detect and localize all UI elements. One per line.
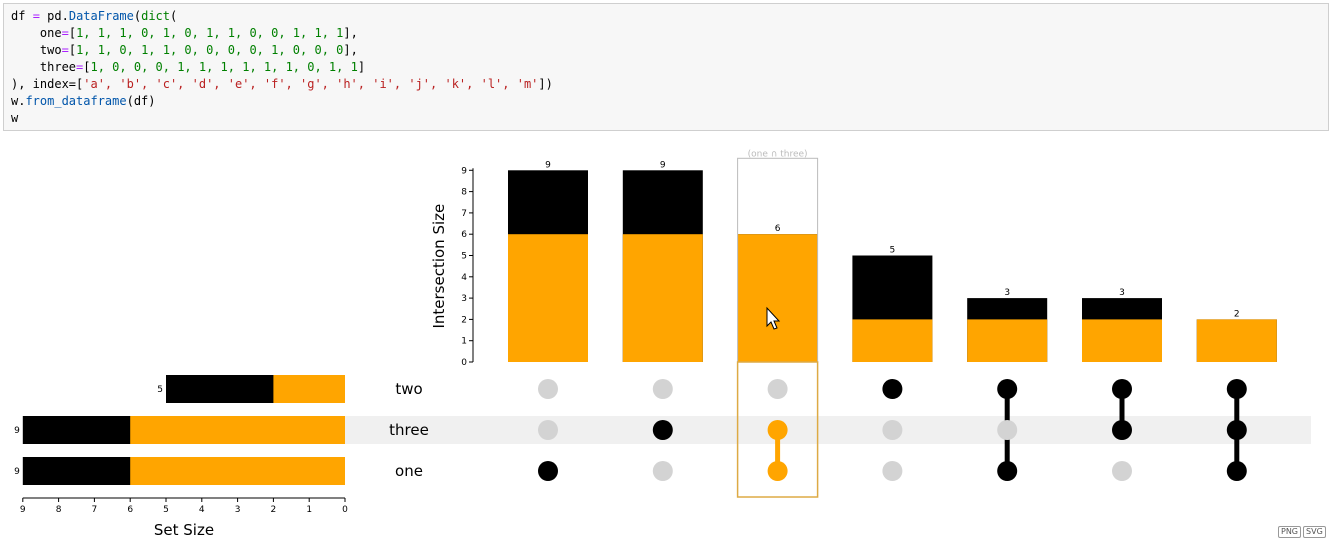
x-tick-label: 1 (306, 505, 312, 515)
code-token: (df) (126, 94, 156, 108)
png-export-button[interactable]: PNG (1278, 526, 1302, 538)
matrix-dot-active[interactable] (538, 461, 558, 481)
intersection-bar-label: 6 (775, 224, 781, 234)
code-token: 1, 1, 0, 1, 1, 0, 0, 0, 0, 1, 0, 0, 0 (76, 43, 344, 57)
intersection-bar-highlight[interactable] (737, 234, 818, 362)
y-tick-label: 9 (461, 166, 467, 176)
code-token: ]) (538, 77, 553, 91)
matrix-dot-inactive[interactable] (652, 461, 673, 481)
set-row-background (345, 416, 1311, 444)
code-token: DataFrame (68, 9, 134, 23)
code-token: dict (141, 9, 171, 23)
code-token: df (11, 9, 26, 23)
set-size-bar-highlight[interactable] (130, 416, 345, 444)
intersection-bar-highlight[interactable] (967, 319, 1048, 362)
intersection-bar-highlight[interactable] (508, 234, 588, 362)
code-token: w. (11, 94, 26, 108)
matrix-dot-inactive[interactable] (538, 379, 558, 399)
y-tick-label: 6 (461, 230, 467, 240)
intersection-bar-label: 2 (1234, 309, 1240, 319)
y-tick-label: 4 (461, 273, 467, 283)
intersection-bar-highlight[interactable] (1196, 319, 1277, 362)
code-token: two (39, 43, 62, 57)
set-size-label: 9 (14, 467, 20, 477)
y-axis-label: Intersection Size (430, 204, 448, 329)
matrix-dot-active[interactable] (767, 420, 788, 440)
code-token: 'a', 'b', 'c', 'd', 'e', 'f', 'g', 'h', … (83, 77, 539, 91)
set-label-two: two (395, 380, 422, 398)
set-label-one: one (395, 462, 423, 480)
code-token: = (32, 9, 40, 23)
svg-export-button[interactable]: SVG (1303, 526, 1326, 538)
matrix-dot-inactive[interactable] (882, 420, 903, 440)
y-tick-label: 5 (461, 252, 467, 262)
code-token: three (39, 60, 77, 74)
x-tick-label: 7 (92, 505, 98, 515)
mouse-cursor-icon (766, 306, 781, 330)
matrix-dot-inactive[interactable] (538, 420, 558, 440)
matrix-dot-inactive[interactable] (1112, 461, 1132, 481)
x-tick-label: 5 (163, 505, 169, 515)
x-tick-label: 0 (342, 505, 348, 515)
intersection-bar-label: 3 (1004, 288, 1010, 298)
matrix-dot-active[interactable] (997, 379, 1018, 399)
code-token: ), index=[ (11, 77, 84, 91)
matrix-dot-inactive[interactable] (652, 379, 673, 399)
selection-outline-matrix (736, 361, 819, 498)
x-tick-label: 4 (199, 505, 205, 515)
y-tick-label: 0 (461, 358, 467, 368)
set-size-bar-highlight[interactable] (130, 457, 345, 485)
matrix-dot-active[interactable] (652, 420, 673, 440)
code-token: w (11, 111, 19, 125)
set-size-label: 9 (14, 426, 20, 436)
y-tick-label: 8 (461, 188, 467, 198)
matrix-dot-active[interactable] (1226, 461, 1247, 481)
intersection-bar-label: 5 (890, 246, 896, 256)
y-tick-label: 7 (461, 209, 467, 219)
y-tick-label: 1 (461, 337, 467, 347)
x-tick-label: 8 (56, 505, 62, 515)
y-tick-label: 3 (461, 294, 467, 304)
matrix-dot-active[interactable] (882, 379, 903, 399)
matrix-dot-active[interactable] (1112, 379, 1132, 399)
x-tick-label: 6 (127, 505, 133, 515)
intersection-bar-highlight[interactable] (1082, 319, 1162, 362)
code-token: one (39, 26, 62, 40)
code-text[interactable]: df = pd.DataFrame(dict( one=[1, 1, 1, 0,… (11, 9, 553, 125)
matrix-dot-active[interactable] (1226, 420, 1247, 440)
x-tick-label: 9 (20, 505, 26, 515)
code-token: 1, 0, 0, 0, 1, 1, 1, 1, 1, 1, 0, 1, 1 (90, 60, 358, 74)
set-label-three: three (389, 421, 429, 439)
y-tick-label: 2 (461, 315, 467, 325)
matrix-dot-active[interactable] (997, 461, 1018, 481)
code-token: 1, 1, 1, 0, 1, 0, 1, 1, 0, 0, 1, 1, 1 (76, 26, 344, 40)
matrix-dot-active[interactable] (1112, 420, 1132, 440)
code-token: from_dataframe (25, 94, 127, 108)
selection-label: (one ∩ three) (748, 149, 808, 159)
export-buttons: PNG SVG (1278, 526, 1326, 538)
intersection-bar-label: 9 (660, 160, 666, 170)
matrix-dot-inactive[interactable] (882, 461, 903, 481)
x-tick-label: 3 (235, 505, 241, 515)
intersection-bar-highlight[interactable] (852, 319, 933, 362)
matrix-dot-inactive[interactable] (997, 420, 1018, 440)
code-cell[interactable]: df = pd.DataFrame(dict( one=[1, 1, 1, 0,… (3, 3, 1329, 131)
intersection-bar-highlight[interactable] (622, 234, 703, 362)
intersection-bar-label: 9 (545, 160, 551, 170)
set-size-bar-highlight[interactable] (273, 375, 345, 403)
matrix-dot-active[interactable] (767, 461, 788, 481)
upset-chart[interactable]: 0 1 2 3 4 5 6 7 8 9 Intersection Size 9 9 6 5 3 3 2 (one ∩… (0, 140, 1337, 540)
x-axis-label: Set Size (154, 521, 214, 539)
matrix-dot-inactive[interactable] (767, 379, 788, 399)
x-tick-label: 2 (271, 505, 277, 515)
code-token: pd. (47, 9, 69, 23)
set-size-label: 5 (157, 385, 163, 395)
matrix-dot-active[interactable] (1226, 379, 1247, 399)
intersection-bar-label: 3 (1119, 288, 1125, 298)
